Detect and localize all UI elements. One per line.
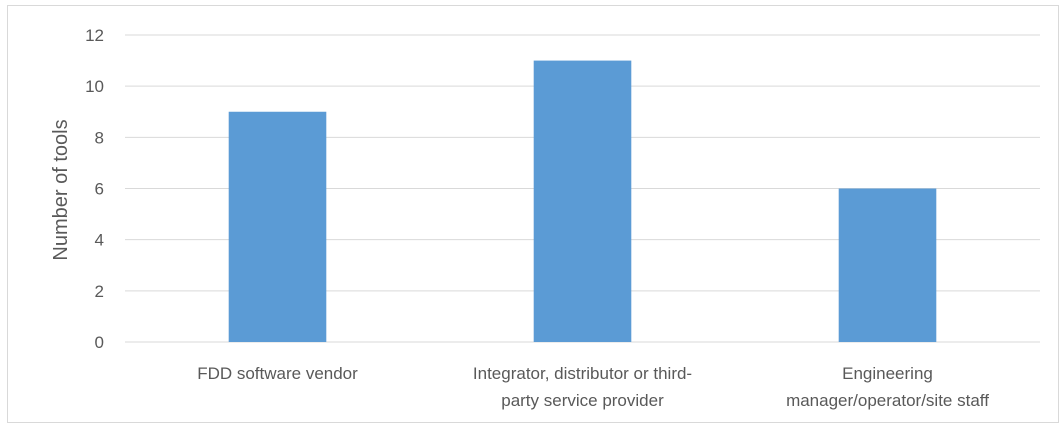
bar (228, 111, 327, 342)
bar (533, 60, 632, 342)
x-category-label: Engineering manager/operator/site staff (786, 364, 989, 410)
y-tick-label: 2 (95, 282, 104, 301)
y-axis-title: Number of tools (50, 119, 72, 260)
y-tick-label: 10 (85, 77, 104, 96)
bar (838, 188, 937, 342)
y-tick-label: 12 (85, 26, 104, 45)
y-tick-label: 8 (95, 128, 104, 147)
x-category-label: Integrator, distributor or third-party s… (473, 364, 692, 410)
y-tick-labels: 0 2 4 6 8 10 12 (85, 26, 104, 352)
y-tick-label: 0 (95, 333, 104, 352)
bars (228, 60, 937, 342)
y-tick-label: 4 (95, 231, 104, 250)
x-category-labels: FDD software vendor Integrator, distribut… (197, 364, 989, 410)
y-tick-label: 6 (95, 180, 104, 199)
x-category-label: FDD software vendor (197, 364, 358, 383)
